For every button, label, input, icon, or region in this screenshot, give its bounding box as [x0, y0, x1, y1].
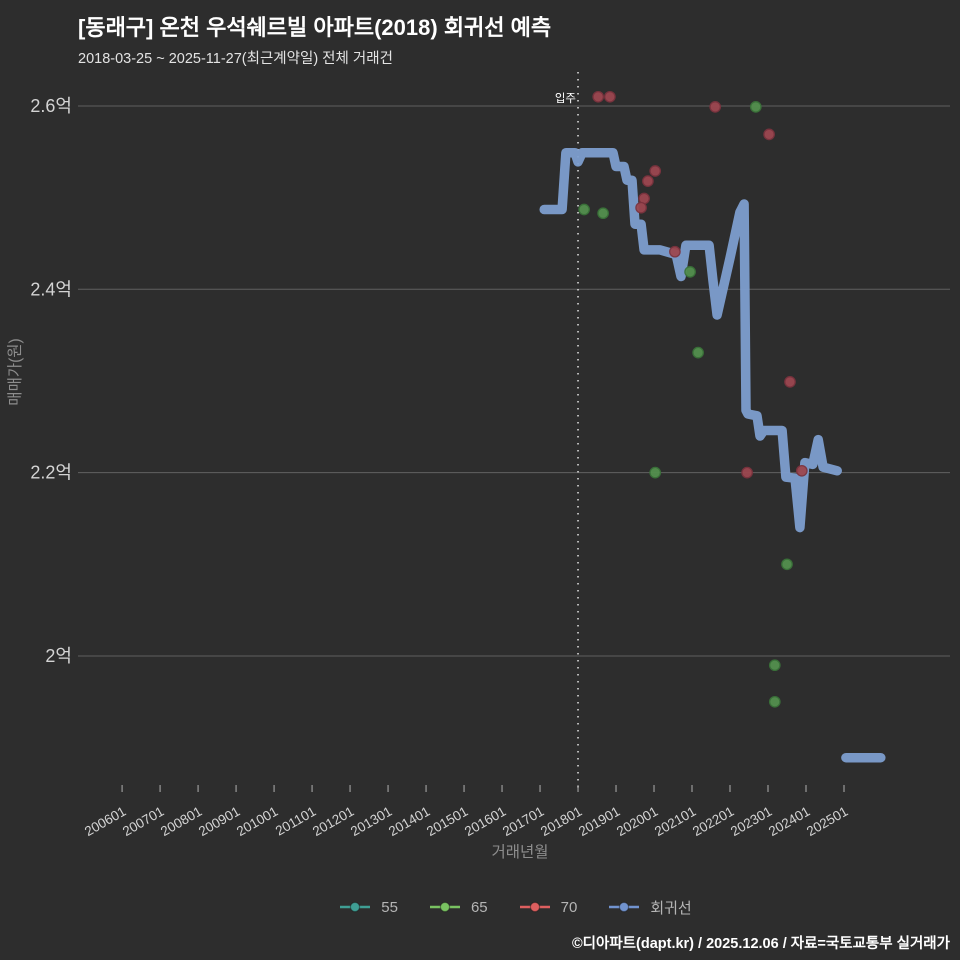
- legend-swatch-icon: [609, 901, 640, 913]
- scatter-point-70: [669, 245, 681, 258]
- x-tick-label: 201301: [348, 804, 395, 840]
- x-tick-label: 202101: [652, 804, 699, 840]
- legend-swatch-icon: [429, 901, 460, 913]
- legend-dot: [439, 901, 451, 913]
- scatter-layer: [578, 90, 808, 708]
- x-tick-label: 201601: [462, 804, 509, 840]
- scatter-point-65: [768, 659, 781, 672]
- legend-dot: [529, 901, 540, 913]
- axis-layer: 2.6억2.4억2.2억2억20060120070120080120090120…: [30, 96, 850, 839]
- scatter-point-70: [635, 201, 647, 214]
- x-tick-label: 202201: [690, 804, 737, 840]
- legend-label: 55: [381, 898, 398, 916]
- x-tick-label: 200701: [120, 804, 167, 840]
- scatter-point-70: [642, 175, 654, 187]
- chart-title: [동래구] 온천 우석쉐르빌 아파트(2018) 회귀선 예측: [78, 15, 552, 40]
- x-tick-label: 201801: [538, 804, 585, 840]
- y-tick-label: 2.2억: [30, 463, 72, 483]
- plot-area: 2.6억2.4억2.2억2억20060120070120080120090120…: [6, 72, 950, 861]
- scatter-point-70: [592, 90, 605, 103]
- legend-label: 70: [560, 898, 578, 916]
- scatter-point-65: [578, 203, 590, 216]
- scatter-point-70: [795, 464, 808, 477]
- y-tick-label: 2억: [45, 646, 72, 666]
- scatter-point-70: [604, 90, 616, 103]
- scatter-point-65: [692, 346, 704, 359]
- legend-label: 65: [470, 898, 488, 916]
- x-tick-label: 201401: [386, 804, 433, 840]
- x-tick-label: 202001: [614, 804, 661, 840]
- x-axis-title: 거래년월: [491, 843, 548, 861]
- x-tick-label: 201901: [576, 804, 623, 840]
- x-tick-label: 202401: [766, 804, 813, 840]
- y-axis-title: 매매가(원): [6, 338, 24, 405]
- regression-line-layer: [539, 147, 886, 763]
- x-tick-label: 202301: [728, 804, 775, 840]
- scatter-point-70: [741, 466, 753, 479]
- footer-credit: ©디아파트(dapt.kr) / 2025.12.06 / 자료=국토교통부 실…: [571, 936, 950, 952]
- legend-item-55: 55: [338, 899, 398, 916]
- y-tick-label: 2.6억: [30, 96, 72, 116]
- legend-dot: [350, 901, 361, 913]
- scatter-point-70: [784, 376, 796, 388]
- scatter-point-65: [749, 101, 762, 113]
- legend-item-70: 70: [518, 898, 578, 916]
- y-tick-label: 2.4억: [30, 279, 72, 299]
- regression-line: [539, 147, 842, 533]
- move-in-label: 입주: [555, 92, 576, 105]
- scatter-point-65: [649, 466, 662, 479]
- x-tick-label: 201201: [310, 804, 357, 840]
- scatter-point-70: [709, 101, 722, 113]
- scatter-point-65: [684, 266, 696, 278]
- scatter-point-65: [781, 558, 793, 571]
- legend: 55 65 70 회귀선: [0, 893, 960, 921]
- grid-layer: [78, 105, 950, 657]
- legend-label: 회귀선: [650, 899, 692, 917]
- legend-swatch-icon: [340, 901, 371, 913]
- scatter-point-70: [649, 165, 662, 177]
- x-tick-label: 201501: [424, 804, 471, 840]
- chart-subtitle: 2018-03-25 ~ 2025-11-27(최근계약일) 전체 거래건: [78, 51, 393, 67]
- scatter-point-65: [768, 695, 781, 708]
- x-tick-label: 201001: [234, 804, 281, 840]
- chart-header: [동래구] 온천 우석쉐르빌 아파트(2018) 회귀선 예측 2018-03-…: [78, 10, 551, 68]
- x-tick-label: 201101: [273, 804, 319, 839]
- legend-swatch-icon: [519, 901, 550, 913]
- x-tick-label: 200601: [82, 804, 129, 840]
- legend-item-65: 65: [428, 899, 488, 916]
- x-tick-label: 201701: [500, 804, 547, 840]
- scatter-point-65: [597, 207, 609, 220]
- x-tick-label: 200901: [196, 804, 243, 840]
- x-tick-label: 200801: [158, 804, 205, 840]
- x-tick-label: 202501: [804, 804, 851, 840]
- legend-dot: [619, 901, 630, 913]
- legend-item-회귀선: 회귀선: [607, 897, 692, 918]
- scatter-point-70: [763, 128, 775, 141]
